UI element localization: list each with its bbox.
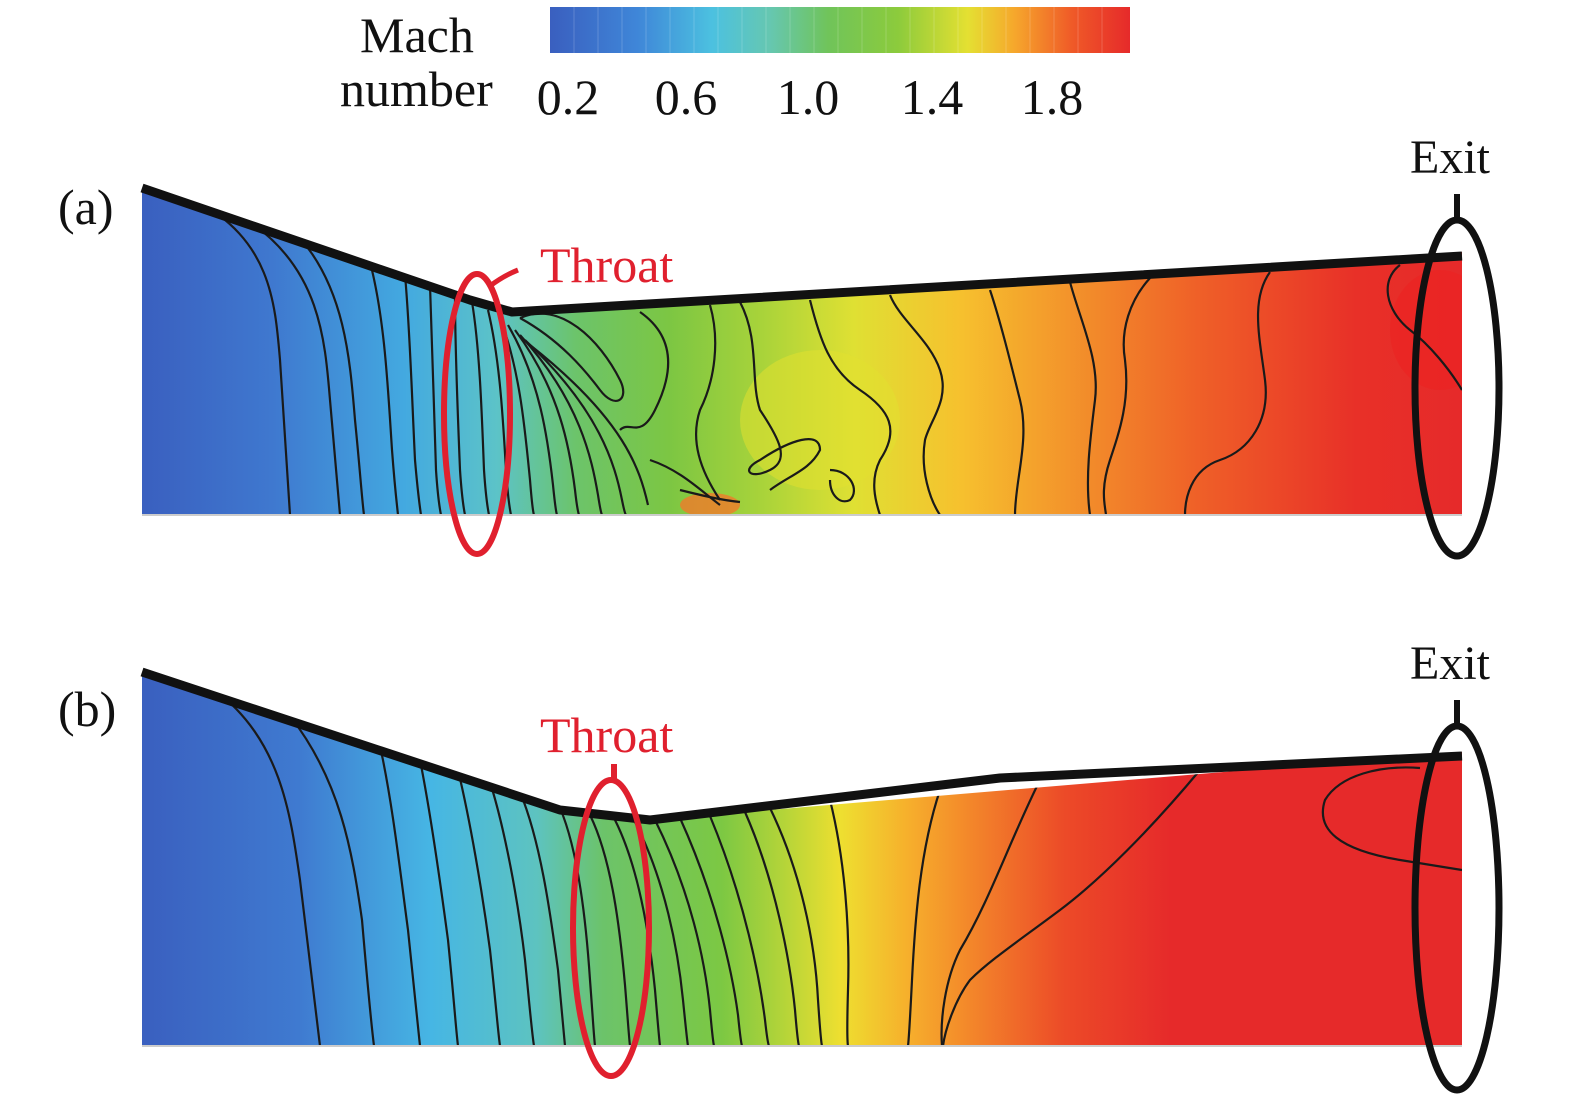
panel-a-wall (140, 183, 1463, 317)
colorbar-bands (573, 7, 1103, 53)
legend-title-line2: number (340, 61, 493, 117)
legend-tick: 1.8 (1020, 69, 1084, 125)
panel-a-domain (142, 188, 1462, 515)
legend-tick: 0.6 (654, 69, 718, 125)
panel-a-throat-leader (488, 267, 519, 289)
panel-b-domain (142, 672, 1462, 1046)
panel-b-throat-label: Throat (540, 707, 674, 763)
legend-tick: 1.4 (900, 69, 964, 125)
panel-a-label: (a) (58, 179, 114, 235)
panel-b-label: (b) (58, 681, 117, 737)
legend-tick: 1.0 (776, 69, 840, 125)
legend-tick: 0.2 (536, 69, 600, 125)
legend-title-line1: Mach (360, 7, 474, 63)
panel-b-isolines (214, 689, 1462, 1046)
colorbar (550, 7, 1130, 53)
panel-b-exit-label: Exit (1410, 637, 1490, 690)
panel-a-exit-core (1390, 270, 1462, 390)
panel-b-contour (140, 667, 1503, 1094)
panel-a-exit-label: Exit (1410, 131, 1490, 184)
panel-a-throat-marker (441, 271, 513, 557)
panel-a-contour (140, 183, 1503, 560)
panel-a-isolines (194, 199, 1462, 515)
panel-b-wall (140, 667, 1463, 825)
panel-a-throat-label: Throat (540, 237, 674, 293)
